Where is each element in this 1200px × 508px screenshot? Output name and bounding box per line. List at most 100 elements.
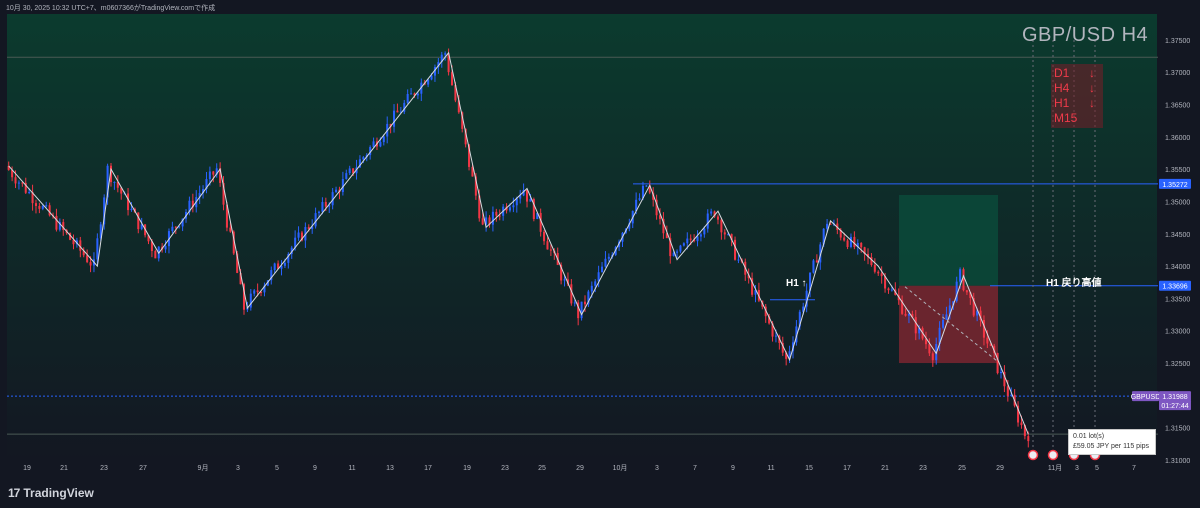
candle — [737, 254, 740, 264]
candle — [525, 189, 529, 208]
candle-body — [580, 301, 583, 319]
candle-body — [270, 270, 273, 281]
candle — [444, 51, 447, 61]
candle-body — [604, 258, 607, 267]
candle-body — [106, 165, 109, 198]
candle-body — [304, 227, 307, 241]
candle — [249, 289, 252, 311]
candle — [747, 268, 750, 284]
candle-body — [24, 182, 27, 193]
candle — [982, 315, 985, 346]
tradingview-logo[interactable]: 17 TradingView — [8, 486, 94, 500]
candle — [137, 212, 140, 234]
candle-body — [901, 300, 904, 314]
candle — [297, 226, 300, 241]
candle — [31, 184, 34, 211]
candle — [212, 170, 215, 183]
candle-body — [215, 168, 218, 175]
candle — [965, 290, 968, 295]
x-tick-label: 19 — [23, 465, 31, 472]
x-tick-label: 29 — [576, 465, 584, 472]
event-flag-icon[interactable] — [1027, 449, 1039, 461]
candle-body — [993, 345, 996, 353]
candle-body — [549, 249, 552, 251]
candle-body — [178, 226, 181, 228]
candle — [577, 300, 580, 326]
candle-body — [362, 157, 365, 160]
candle — [205, 171, 208, 194]
candle-body — [488, 217, 491, 225]
candle — [853, 231, 856, 250]
candle-body — [805, 290, 808, 307]
trend-label-h1: H1 — [1054, 96, 1070, 110]
candle — [229, 222, 232, 233]
candle — [232, 230, 235, 256]
candle-body — [283, 262, 286, 266]
candle-body — [863, 247, 866, 254]
candle — [536, 212, 539, 220]
candle-body — [607, 256, 610, 259]
candle-body — [942, 319, 945, 328]
candle-body — [689, 238, 692, 240]
candle — [488, 215, 491, 228]
candle — [345, 169, 348, 180]
candle-body — [795, 326, 798, 343]
x-tick-label: 19 — [463, 465, 471, 472]
candle — [764, 303, 767, 323]
candle-body — [208, 171, 211, 180]
candle — [880, 266, 883, 284]
candle-body — [843, 237, 846, 241]
y-tick-label: 1.33000 — [1165, 329, 1190, 336]
candle-body — [464, 128, 467, 145]
x-tick-label: 23 — [100, 465, 108, 472]
candle-body — [116, 181, 119, 188]
candle — [996, 352, 999, 375]
tradingview-logo-icon: 17 — [8, 486, 20, 500]
price-tag-pullback: 1.33696 — [1159, 280, 1191, 291]
price-tag-current-text: 1.31988 — [1162, 394, 1187, 401]
candle-body — [931, 353, 934, 361]
candle — [641, 181, 644, 201]
candle-body — [918, 328, 921, 334]
candle — [682, 242, 685, 247]
candle-body — [174, 226, 177, 228]
candle — [901, 295, 904, 315]
candle-body — [99, 224, 102, 239]
candle-body — [277, 263, 280, 269]
countdown-tag-text: 01:27:44 — [1161, 403, 1188, 410]
candle-body — [706, 213, 709, 229]
candle-body — [109, 165, 113, 183]
candle — [48, 202, 51, 217]
candle — [273, 262, 276, 274]
candle-body — [590, 285, 593, 292]
candle — [928, 338, 931, 357]
candle — [580, 301, 583, 321]
candle — [127, 188, 130, 216]
candle-body — [317, 211, 321, 214]
candle-body — [242, 284, 246, 310]
candle — [710, 208, 713, 216]
price-chart[interactable]: 1.37500 1.37000 1.36500 1.36000 1.35500 1.350… — [0, 0, 1200, 478]
x-tick-label: 21 — [881, 465, 889, 472]
price-tag-swing: 1.35272 — [1159, 178, 1191, 189]
candle-body — [679, 245, 682, 252]
candle-body — [461, 112, 464, 129]
x-tick-label: 3 — [1075, 465, 1079, 472]
candle — [106, 163, 109, 205]
candle — [280, 260, 283, 276]
candle — [904, 308, 907, 317]
candle — [597, 265, 600, 288]
candle — [471, 164, 474, 177]
candle-body — [884, 276, 887, 289]
candle-body — [904, 313, 907, 316]
candle — [82, 247, 85, 258]
candle-body — [450, 72, 454, 86]
candle — [427, 78, 430, 88]
candle-body — [457, 100, 460, 113]
candle-body — [952, 301, 955, 306]
candle — [34, 199, 38, 214]
candle — [348, 165, 351, 176]
candle-body — [543, 231, 546, 242]
candle-body — [478, 195, 481, 219]
event-flag-icon[interactable] — [1047, 449, 1059, 461]
